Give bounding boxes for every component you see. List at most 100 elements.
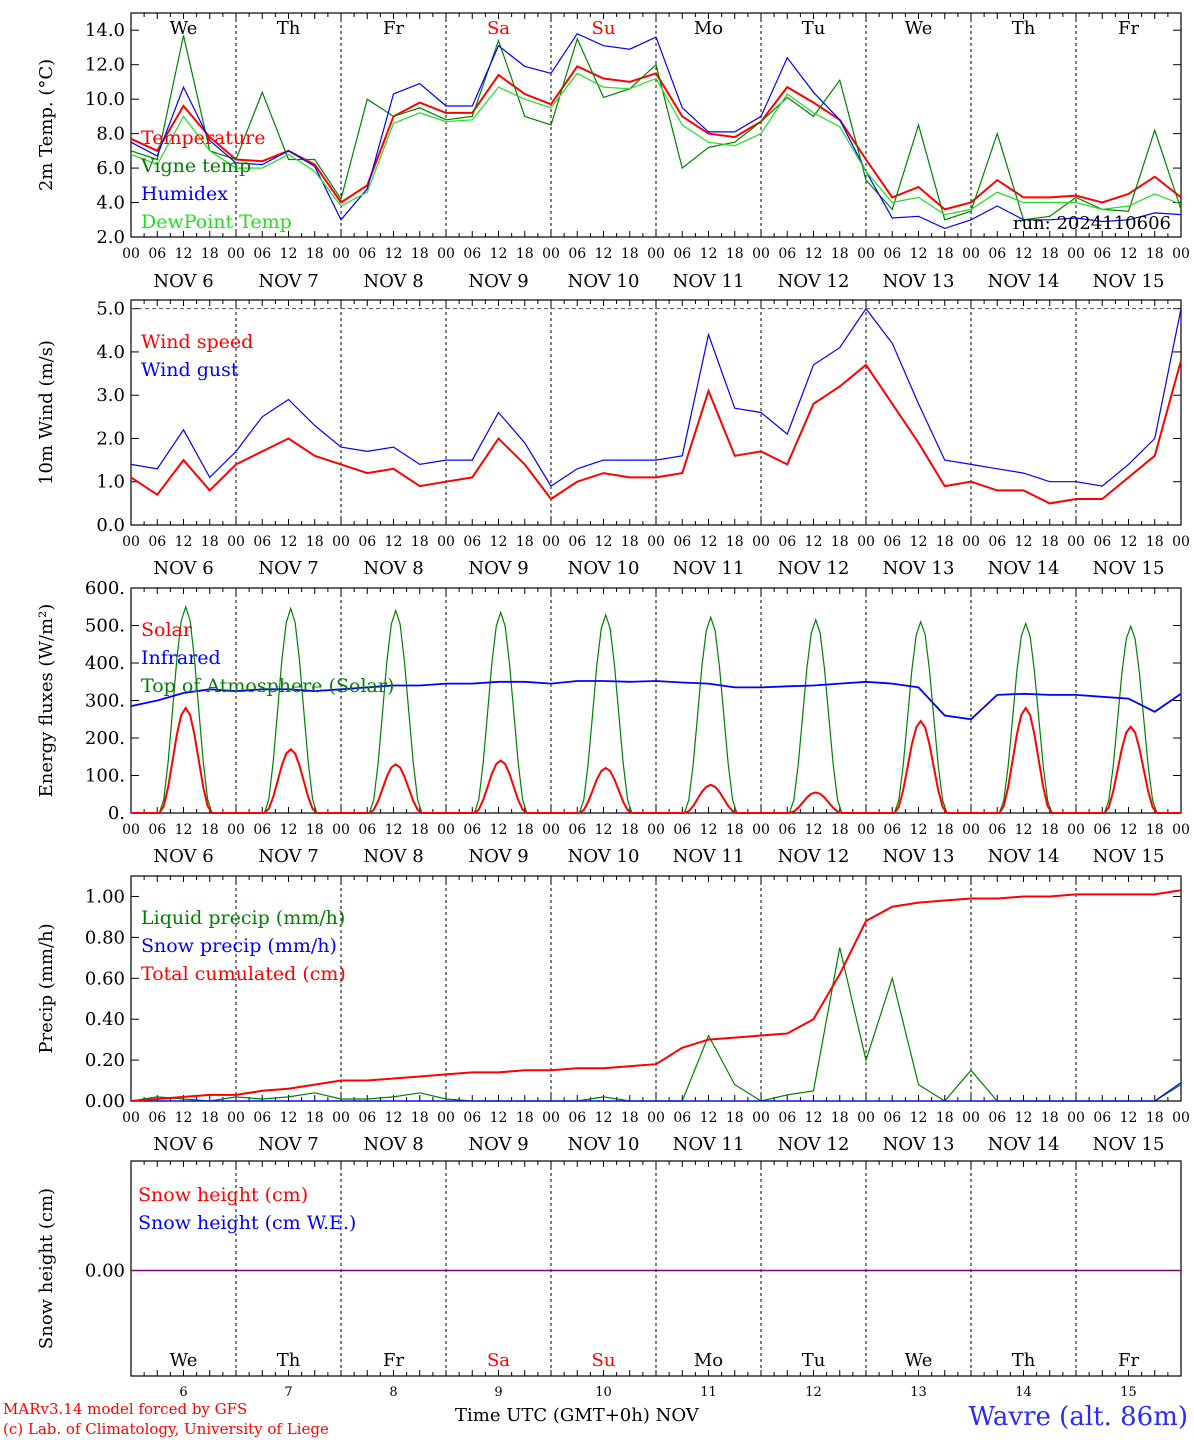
- meteogram-svg: 2.0 4.0 6.0 8.0 10.0 12.0 14.0 2m Temp. (°C) We T…: [36, 12, 1190, 1400]
- day-name-label: Su: [592, 18, 616, 39]
- y-tick-label: 0.60: [85, 968, 125, 989]
- hour-tick-label: 12: [1015, 534, 1033, 550]
- hour-tick-label: 06: [778, 822, 796, 838]
- date-label: NOV 13: [883, 271, 955, 292]
- hour-tick-label: 12: [175, 534, 193, 550]
- day-number-label: 6: [179, 1385, 187, 1400]
- y-tick-label: 3.0: [96, 385, 125, 406]
- legend-entry: DewPoint Temp: [141, 211, 292, 233]
- panel-frame: [130, 12, 1182, 238]
- day-number-label: 9: [494, 1385, 502, 1400]
- hour-tick-label: 12: [175, 1110, 193, 1126]
- day-number-label: 8: [389, 1385, 397, 1400]
- y-tick-label: 10.0: [85, 89, 125, 110]
- hour-tick-label: 00: [122, 822, 140, 838]
- hour-tick-label: 06: [988, 822, 1006, 838]
- y-tick-label: 2.0: [96, 227, 125, 248]
- hour-tick-label: 06: [463, 534, 481, 550]
- y-tick-label: 200.: [85, 728, 125, 749]
- hour-tick-label: 00: [1067, 534, 1085, 550]
- day-name-label: Th: [277, 18, 301, 39]
- day-number-label: 14: [1015, 1385, 1032, 1400]
- date-label: NOV 15: [1093, 846, 1165, 867]
- hour-tick-label: 00: [227, 1110, 245, 1126]
- y-tick-label: 1.0: [96, 472, 125, 493]
- y-tick-label: 0.00: [85, 1261, 125, 1282]
- hour-tick-label: 18: [831, 1110, 849, 1126]
- date-label: NOV 12: [778, 846, 850, 867]
- solar-line: [131, 706, 1181, 814]
- date-label: NOV 10: [568, 846, 640, 867]
- hour-tick-label: 12: [280, 822, 298, 838]
- hour-tick-label: 00: [1067, 1110, 1085, 1126]
- hour-tick-label: 18: [306, 1110, 324, 1126]
- date-label: NOV 12: [778, 1134, 850, 1155]
- hour-tick-label: 12: [175, 822, 193, 838]
- hour-tick-label: 00: [542, 534, 560, 550]
- series-line-vigne-temp: [130, 35, 1182, 221]
- hour-tick-label: 06: [778, 1110, 796, 1126]
- legend-entry: Total cumulated (cm): [141, 963, 346, 985]
- y-tick-label: 2.0: [96, 428, 125, 449]
- hour-tick-label: 06: [883, 822, 901, 838]
- date-label: NOV 11: [673, 271, 745, 292]
- hour-tick-label: 12: [595, 1110, 613, 1126]
- hour-tick-label: 18: [306, 246, 324, 262]
- day-name-label: Th: [277, 1350, 301, 1371]
- y-tick-label: 8.0: [96, 124, 125, 145]
- hour-tick-label: 12: [490, 1110, 508, 1126]
- hour-tick-label: 00: [1172, 822, 1190, 838]
- day-name-label: Mo: [694, 18, 723, 39]
- date-label: NOV 12: [778, 558, 850, 579]
- hour-tick-label: 18: [201, 534, 219, 550]
- panel-snow: 0.00 Snow height (cm) We Th Fr Sa Su Mo Tu We Th Fr…: [36, 1160, 1182, 1400]
- day-name-label: Fr: [1118, 18, 1139, 39]
- y-tick-label: 0.80: [85, 927, 125, 948]
- hour-tick-label: 06: [253, 1110, 271, 1126]
- panel-temp: 2.0 4.0 6.0 8.0 10.0 12.0 14.0 2m Temp. (°C) We T…: [36, 12, 1190, 292]
- date-label: NOV 12: [778, 271, 850, 292]
- hour-tick-label: 18: [621, 1110, 639, 1126]
- y-tick-label: 600.: [85, 578, 125, 599]
- month-label: NOV: [655, 1405, 699, 1426]
- date-label: NOV 14: [988, 1134, 1060, 1155]
- hour-tick-label: 18: [1041, 822, 1059, 838]
- hour-tick-label: 00: [542, 822, 560, 838]
- hour-tick-label: 00: [437, 1110, 455, 1126]
- hour-tick-label: 06: [358, 534, 376, 550]
- hour-tick-label: 06: [1093, 534, 1111, 550]
- hour-tick-label: 18: [726, 534, 744, 550]
- y-tick-label: 14.0: [85, 20, 125, 41]
- hour-tick-label: 12: [490, 822, 508, 838]
- day-name-label: Mo: [694, 1350, 723, 1371]
- hour-tick-label: 18: [1041, 534, 1059, 550]
- date-label: NOV 6: [153, 271, 213, 292]
- hour-tick-label: 12: [700, 534, 718, 550]
- hour-tick-label: 12: [280, 534, 298, 550]
- hour-tick-label: 18: [621, 822, 639, 838]
- hour-tick-label: 18: [936, 822, 954, 838]
- hour-tick-label: 18: [516, 246, 534, 262]
- hour-tick-label: 18: [936, 534, 954, 550]
- hour-tick-label: 18: [726, 246, 744, 262]
- date-label: NOV 10: [568, 1134, 640, 1155]
- hour-tick-label: 00: [332, 1110, 350, 1126]
- y-tick-label: 6.0: [96, 158, 125, 179]
- hour-tick-label: 18: [306, 534, 324, 550]
- hour-tick-label: 06: [883, 1110, 901, 1126]
- hour-tick-label: 12: [910, 1110, 928, 1126]
- date-label: NOV 9: [468, 271, 528, 292]
- hour-tick-label: 18: [411, 1110, 429, 1126]
- hour-tick-label: 00: [1067, 246, 1085, 262]
- date-label: NOV 14: [988, 271, 1060, 292]
- day-number-label: 7: [284, 1385, 292, 1400]
- day-name-label: Tu: [802, 18, 826, 39]
- hour-tick-label: 06: [883, 534, 901, 550]
- hour-tick-label: 00: [647, 534, 665, 550]
- hour-tick-label: 12: [910, 534, 928, 550]
- hour-tick-label: 12: [1120, 1110, 1138, 1126]
- date-label: NOV 8: [363, 271, 423, 292]
- y-axis-title: 2m Temp. (°C): [36, 59, 57, 191]
- hour-tick-label: 00: [752, 246, 770, 262]
- hour-tick-label: 18: [936, 246, 954, 262]
